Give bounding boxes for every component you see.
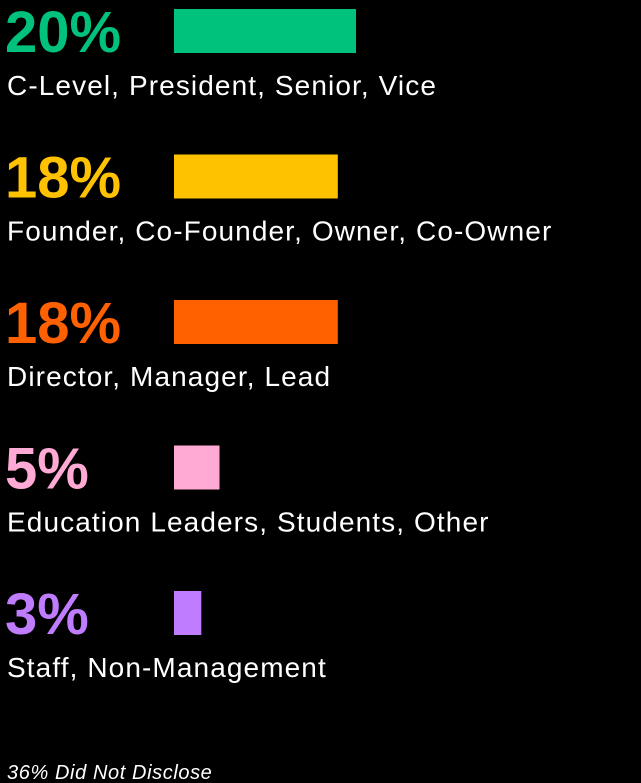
category-label: Education Leaders, Students, Other — [7, 507, 490, 538]
value-label: 18% — [5, 291, 121, 356]
category-label: Staff, Non-Management — [7, 652, 327, 683]
category-label: C-Level, President, Senior, Vice — [7, 70, 437, 101]
bar — [174, 445, 220, 490]
category-label: Founder, Co-Founder, Owner, Co-Owner — [7, 216, 552, 247]
bar — [174, 300, 338, 344]
category-label: Director, Manager, Lead — [7, 361, 331, 392]
note: 36% Did Not Disclose — [7, 762, 212, 783]
value-label: 5% — [5, 437, 89, 502]
value-label: 20% — [5, 0, 121, 65]
value-label: 18% — [5, 146, 121, 211]
value-label: 3% — [5, 582, 89, 647]
bar — [174, 154, 338, 199]
bar — [174, 591, 202, 635]
bar — [174, 9, 356, 53]
